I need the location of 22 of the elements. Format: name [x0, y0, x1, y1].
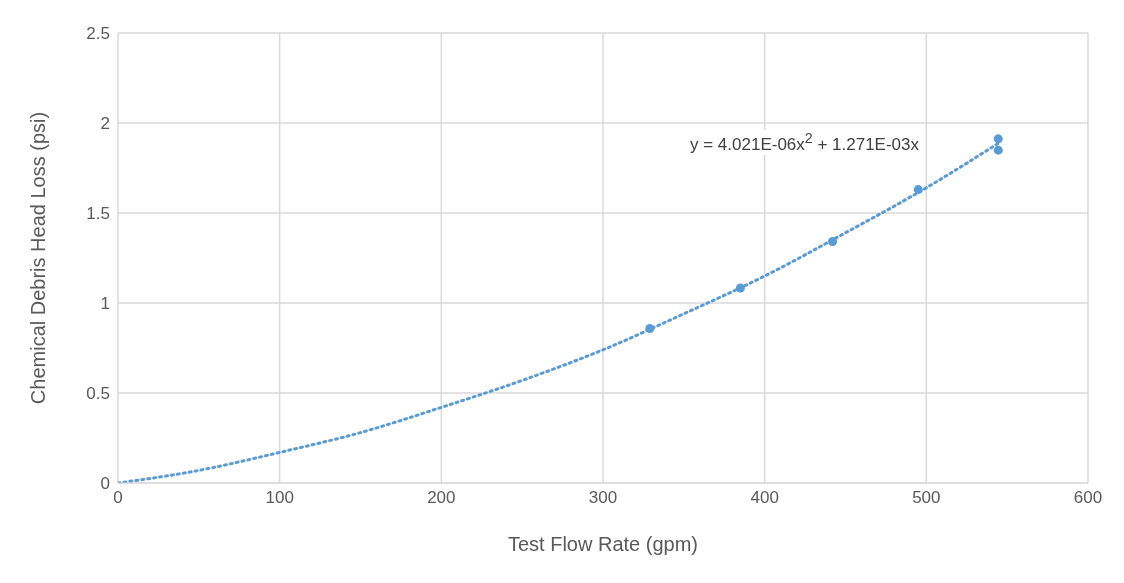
y-tick-label: 0.5 [86, 384, 110, 404]
point [993, 145, 1003, 155]
point [828, 236, 838, 246]
y-axis-title: Chemical Debris Head Loss (psi) [27, 111, 50, 405]
x-axis-title: Test Flow Rate (gpm) [507, 533, 699, 555]
y-tick-label: 1 [100, 294, 110, 314]
y-tick-label: 2 [100, 114, 110, 134]
y-tick-label: 2.5 [86, 24, 110, 44]
x-tick-label: 300 [588, 488, 618, 508]
x-tick-label: 0 [113, 488, 123, 508]
x-tick-label: 100 [265, 488, 294, 508]
point [913, 185, 923, 195]
point [645, 324, 655, 334]
x-tick-label: 500 [912, 488, 941, 508]
y-tick-label: 0 [100, 474, 110, 494]
point [735, 283, 745, 293]
point [993, 134, 1003, 144]
x-tick-label: 200 [427, 488, 456, 508]
annotation: y = 4.021E-06x$^{2}$ + 1.271E-03x [690, 130, 920, 155]
x-tick-label: 600 [1073, 488, 1103, 508]
x-tick-label: 400 [750, 488, 779, 508]
y-tick-label: 1.5 [86, 204, 110, 224]
